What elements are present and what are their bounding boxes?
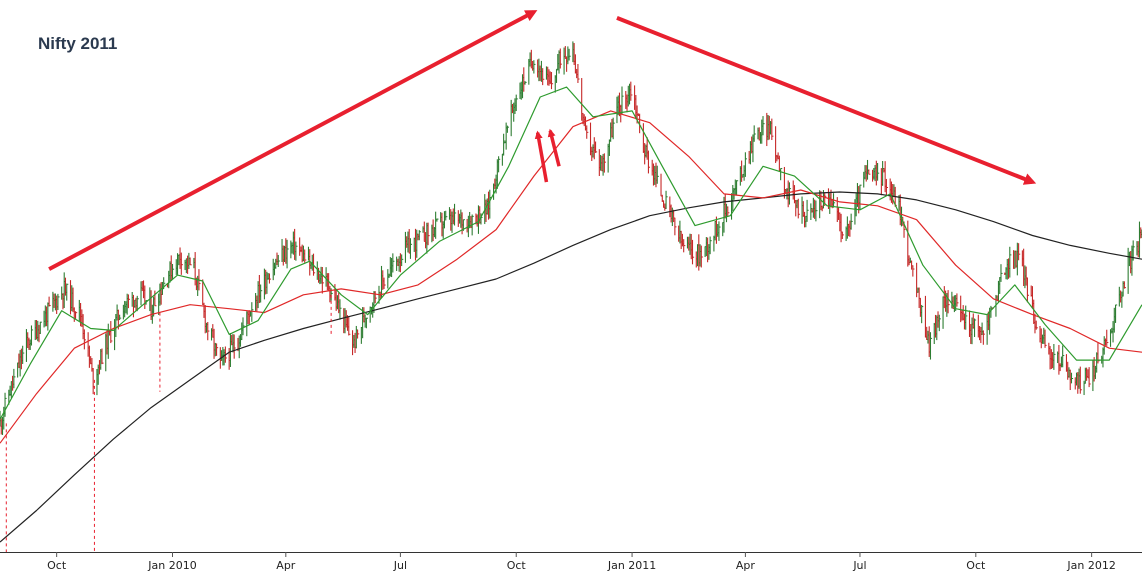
x-axis-band — [0, 552, 1142, 578]
x-tick-label: Oct — [507, 559, 527, 572]
moving-average-lines — [0, 86, 1142, 543]
trend-arrow — [48, 10, 538, 271]
x-tick-label: Jan 2012 — [1066, 559, 1115, 572]
x-tick-label: Jul — [852, 559, 866, 572]
marker-arrow — [547, 128, 561, 167]
x-tick-label: Jan 2010 — [147, 559, 196, 572]
trend-arrow — [616, 16, 1037, 185]
x-tick-label: Apr — [736, 559, 756, 572]
x-tick-label: Oct — [966, 559, 986, 572]
chart-title: Nifty 2011 — [38, 34, 117, 53]
x-tick-label: Oct — [47, 559, 67, 572]
medium-moving-average-line — [0, 110, 1142, 444]
short-moving-average-line — [0, 86, 1142, 420]
x-tick-label: Jan 2011 — [607, 559, 656, 572]
x-tick-label: Apr — [276, 559, 296, 572]
long-moving-average-line — [0, 191, 1142, 543]
x-axis: Oct Jan 2010 Apr Jul Oct Jan 2011 Apr Jul Oct Jan… — [0, 552, 1142, 578]
x-tick-label: Jul — [393, 559, 407, 572]
marker-arrow — [534, 130, 549, 183]
annotations — [5, 10, 1037, 552]
